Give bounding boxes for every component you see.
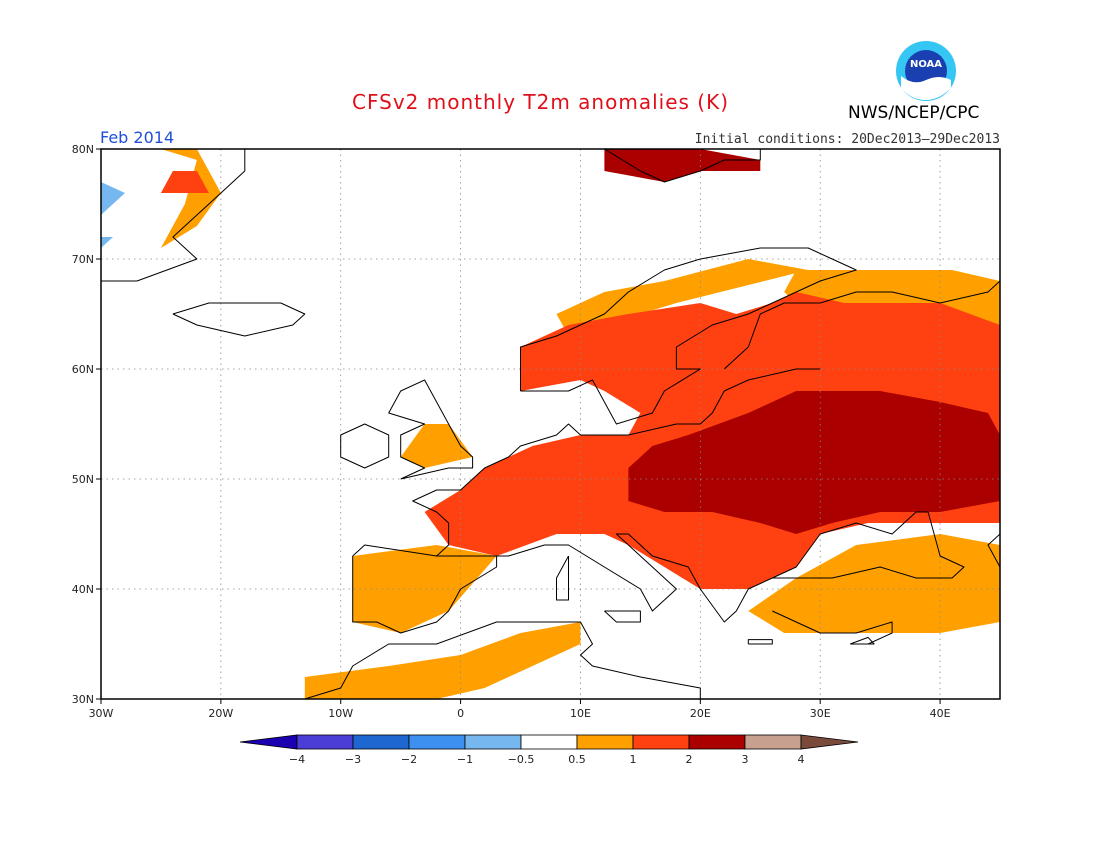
lon-label: 30W (89, 707, 114, 720)
colorbar-label: −4 (289, 753, 305, 766)
initial-conditions: Initial conditions: 20Dec2013–29Dec2013 (694, 132, 1000, 147)
coastline-turkey-south (772, 610, 893, 645)
coastline-turkey-black-sea (772, 511, 965, 579)
anomaly-region-1 (304, 622, 581, 699)
colorbar-label: 2 (686, 753, 693, 766)
lat-label: 30N (72, 693, 94, 706)
coastline-crete (747, 639, 773, 645)
colorbar: −4 −3 −2 −1 −0.5 0.5 1 2 3 4 (239, 734, 859, 766)
colorbar-swatch (632, 734, 690, 750)
anomaly-region-8 (160, 171, 209, 193)
colorbar-swatch (464, 734, 522, 750)
colorbar-label: −1 (457, 753, 473, 766)
coastline-ireland (340, 423, 390, 469)
coastline-caspian (987, 533, 1000, 568)
coastline-continent-west (496, 533, 809, 623)
agency-label: NWS/NCEP/CPC (848, 103, 980, 123)
coastline-greenland (101, 149, 246, 282)
latitude-labels: 80N 70N 60N 50N 40N 30N (72, 143, 101, 706)
lat-label: 50N (72, 473, 94, 486)
lat-label: 80N (72, 143, 94, 156)
colorbar-swatch (408, 734, 466, 750)
colorbar-label: 1 (630, 753, 637, 766)
coastline-corsica-sardinia (556, 555, 569, 601)
anomaly-region-9 (628, 391, 1000, 534)
lon-label: 10E (570, 707, 591, 720)
map-title: CFSv2 monthly T2m anomalies (K) (352, 90, 729, 114)
colorbar-label: −3 (345, 753, 361, 766)
forecast-month: Feb 2014 (100, 128, 175, 147)
lon-label: 40E (930, 707, 951, 720)
coastline-iceland (172, 302, 306, 337)
anomaly-region-10 (604, 149, 761, 182)
lat-label: 40N (72, 583, 94, 596)
lon-label: 20E (690, 707, 711, 720)
colorbar-label: −0.5 (508, 753, 535, 766)
coastline-great-britain (388, 379, 474, 480)
coastline-finland-russia-coast (723, 280, 1000, 370)
coastline-sicily (604, 610, 641, 623)
lon-label: 20W (208, 707, 233, 720)
colorbar-swatch (744, 734, 802, 750)
colorbar-label: 3 (742, 753, 749, 766)
colorbar-label: 4 (798, 753, 805, 766)
lon-label: 30E (810, 707, 831, 720)
colorbar-label: 0.5 (568, 753, 586, 766)
colorbar-swatch (296, 734, 354, 750)
coastline-france-benelux-coast (412, 368, 821, 557)
noaa-logo-text: NOAA (910, 59, 942, 70)
anomaly-shading (101, 149, 1000, 699)
lat-label: 70N (72, 253, 94, 266)
coastline-scandinavia (520, 247, 857, 425)
coastline-north-africa (304, 621, 701, 699)
colorbar-swatch (576, 734, 634, 750)
map-frame (100, 148, 1001, 700)
colorbar-high-arrow (800, 734, 859, 750)
colorbar-low-arrow (239, 734, 298, 750)
colorbar-label: −2 (401, 753, 417, 766)
lon-label: 10W (328, 707, 353, 720)
colorbar-swatch (352, 734, 410, 750)
anomaly-region-12 (101, 182, 125, 215)
colorbar-swatch (688, 734, 746, 750)
anomaly-region-5 (748, 534, 1000, 633)
coastline-svalbard (604, 149, 761, 183)
noaa-logo: NOAA (896, 41, 956, 101)
coastlines (101, 149, 1000, 699)
anomaly-region-11 (101, 237, 113, 259)
coastline-cyprus (850, 636, 875, 645)
lon-label: 0 (457, 707, 464, 720)
colorbar-swatch (520, 734, 578, 750)
anomaly-region-6 (160, 149, 221, 248)
lat-label: 60N (72, 363, 94, 376)
longitude-labels: 30W 20W 10W 0 10E 20E 30E 40E (89, 699, 951, 720)
graticule (101, 149, 1000, 699)
